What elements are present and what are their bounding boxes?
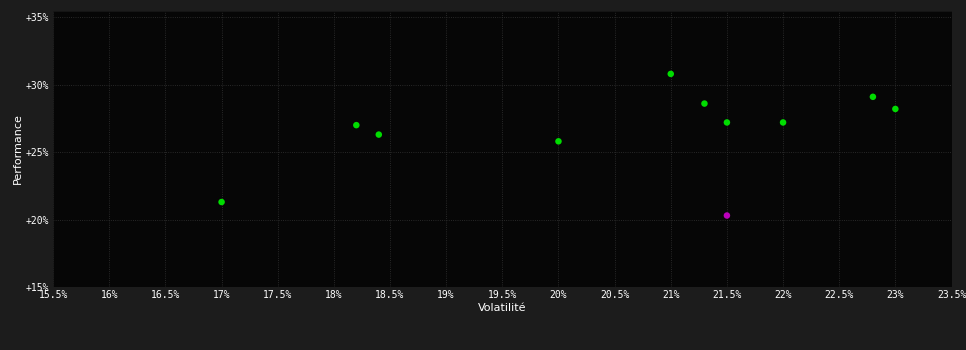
- Point: [888, 106, 903, 112]
- X-axis label: Volatilité: Volatilité: [478, 302, 526, 313]
- Point: [663, 71, 678, 77]
- Point: [866, 94, 881, 100]
- Point: [213, 199, 229, 205]
- Point: [349, 122, 364, 128]
- Point: [720, 120, 735, 125]
- Point: [371, 132, 386, 138]
- Point: [776, 120, 791, 125]
- Point: [696, 101, 712, 106]
- Point: [551, 139, 566, 144]
- Point: [720, 213, 735, 218]
- Y-axis label: Performance: Performance: [13, 113, 22, 184]
